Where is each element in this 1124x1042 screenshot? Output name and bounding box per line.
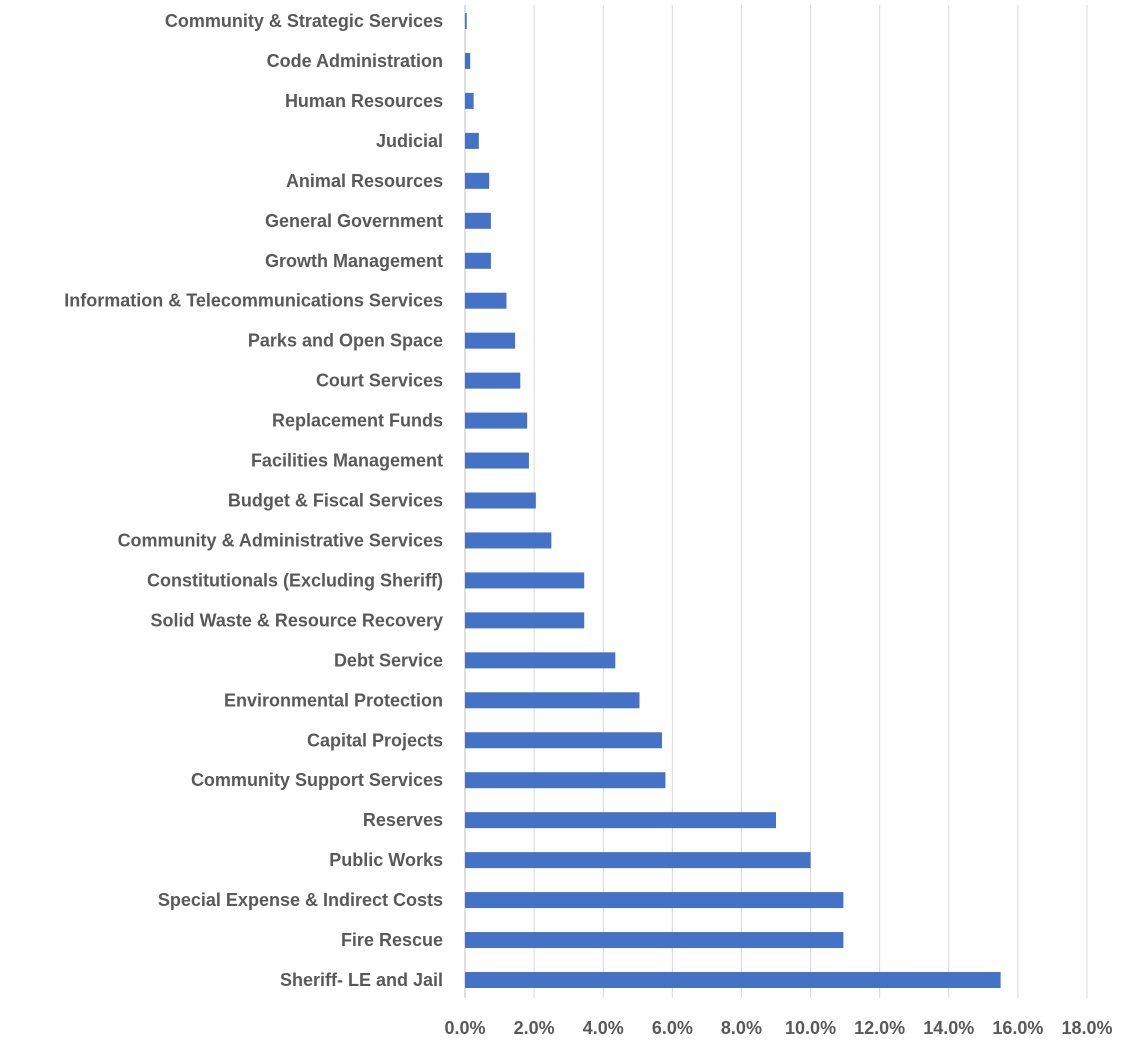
bar: [465, 52, 471, 69]
bar: [465, 92, 474, 109]
bar: [465, 452, 529, 469]
bars: [465, 13, 1001, 988]
category-label: Environmental Protection: [224, 690, 443, 710]
bar: [465, 612, 585, 629]
bar: [465, 572, 585, 589]
bar: [465, 492, 536, 509]
bar: [465, 372, 521, 389]
x-axis-ticks: 0.0% 2.0% 4.0% 6.0% 8.0% 10.0% 12.0% 14.0% 16.0%…: [444, 1018, 1112, 1038]
bar: [465, 13, 467, 29]
category-label: Solid Waste & Resource Recovery: [151, 610, 443, 630]
category-label: Information & Telecommunications Service…: [64, 291, 443, 311]
bar: [465, 852, 811, 869]
bar: [465, 332, 516, 349]
category-label: Special Expense & Indirect Costs: [158, 890, 443, 910]
bar: [465, 292, 507, 309]
category-labels: Community & Strategic Services Code Admin…: [64, 11, 443, 990]
x-tick-label: 2.0%: [514, 1018, 555, 1038]
category-label: Judicial: [376, 131, 443, 151]
category-label: General Government: [265, 211, 443, 231]
x-tick-label: 6.0%: [652, 1018, 693, 1038]
bar: [465, 932, 844, 949]
category-label: Facilities Management: [251, 451, 443, 471]
category-label: Community & Administrative Services: [118, 530, 443, 550]
bar: [465, 972, 1001, 988]
category-label: Reserves: [363, 810, 443, 830]
bar: [465, 732, 662, 749]
bar: [465, 212, 491, 229]
category-label: Replacement Funds: [272, 411, 443, 431]
category-label: Human Resources: [285, 91, 443, 111]
category-label: Fire Rescue: [341, 930, 443, 950]
bar: [465, 652, 616, 669]
category-label: Animal Resources: [286, 171, 443, 191]
x-tick-label: 8.0%: [721, 1018, 762, 1038]
category-label: Community & Strategic Services: [165, 11, 443, 31]
gridlines: [464, 5, 1088, 998]
bar: [465, 412, 528, 429]
bar: [465, 812, 776, 829]
bar: [465, 892, 844, 909]
category-label: Capital Projects: [307, 730, 443, 750]
bar: [465, 172, 490, 189]
x-tick-label: 18.0%: [1061, 1018, 1112, 1038]
category-label: Debt Service: [334, 650, 443, 670]
category-label: Constitutionals (Excluding Sheriff): [147, 570, 443, 590]
x-tick-label: 0.0%: [444, 1018, 485, 1038]
x-tick-label: 4.0%: [583, 1018, 624, 1038]
bar: [465, 252, 491, 269]
category-label: Public Works: [329, 850, 443, 870]
bar: [465, 132, 479, 149]
x-tick-label: 10.0%: [785, 1018, 836, 1038]
category-label: Sheriff- LE and Jail: [280, 970, 443, 990]
category-label: Code Administration: [267, 51, 443, 71]
category-label: Court Services: [316, 371, 443, 391]
category-label: Growth Management: [265, 251, 443, 271]
bar: [465, 532, 552, 549]
bar: [465, 692, 640, 709]
x-tick-label: 16.0%: [992, 1018, 1043, 1038]
category-label: Community Support Services: [191, 770, 443, 790]
x-tick-label: 14.0%: [923, 1018, 974, 1038]
category-label: Budget & Fiscal Services: [228, 491, 443, 511]
x-tick-label: 12.0%: [854, 1018, 905, 1038]
bar: [465, 772, 666, 789]
category-label: Parks and Open Space: [248, 331, 443, 351]
